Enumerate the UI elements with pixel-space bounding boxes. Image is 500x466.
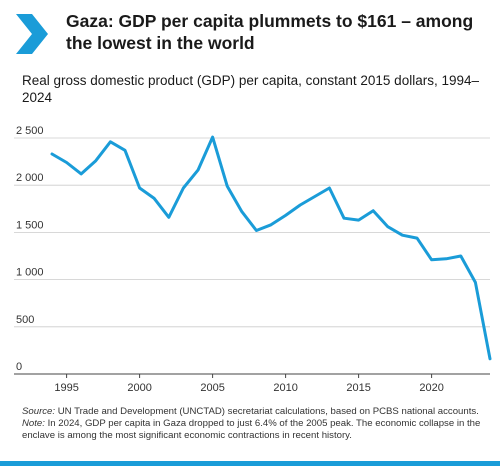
series-line	[50, 135, 492, 361]
note: Note: In 2024, GDP per capita in Gaza dr…	[22, 418, 490, 442]
chart-notes: Source: UN Trade and Development (UNCTAD…	[22, 406, 490, 442]
y-tick-label: 1 500	[16, 219, 44, 231]
x-tick-label: 2020	[419, 382, 443, 394]
page-title: Gaza: GDP per capita plummets to $161 – …	[66, 11, 474, 53]
x-tick-label: 2000	[127, 382, 151, 394]
note-label: Note:	[22, 418, 45, 429]
x-tick-label: 2005	[200, 382, 224, 394]
x-tick-label: 2015	[346, 382, 370, 394]
x-tick-label: 1995	[54, 382, 78, 394]
source-text: UN Trade and Development (UNCTAD) secret…	[57, 406, 479, 417]
y-tick-label: 2 500	[16, 125, 44, 137]
source-note: Source: UN Trade and Development (UNCTAD…	[22, 406, 490, 418]
y-tick-label: 0	[16, 361, 22, 373]
y-tick-label: 1 000	[16, 267, 44, 279]
line-chart: 0 500 1 000 1 500 2 000 2 500 1995 2000 2005 2010…	[14, 125, 492, 394]
note-text: In 2024, GDP per capita in Gaza dropped …	[22, 418, 481, 441]
bottom-accent-bar	[0, 461, 500, 466]
chevron-icon	[16, 14, 48, 54]
y-tick-label: 2 000	[16, 172, 44, 184]
chart-subtitle: Real gross domestic product (GDP) per ca…	[22, 73, 479, 105]
x-tick-label: 2010	[273, 382, 297, 394]
header: Gaza: GDP per capita plummets to $161 – …	[0, 0, 500, 64]
source-label: Source:	[22, 406, 56, 417]
y-tick-label: 500	[16, 314, 34, 326]
